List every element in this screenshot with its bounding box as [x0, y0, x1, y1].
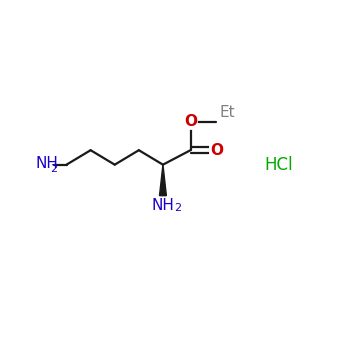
Text: Et: Et [220, 105, 236, 120]
Text: NH: NH [152, 198, 174, 214]
Text: O: O [184, 114, 197, 129]
Text: 2: 2 [174, 203, 181, 213]
Text: 2: 2 [50, 164, 57, 174]
Text: O: O [210, 143, 223, 158]
Polygon shape [160, 164, 166, 196]
Text: NH: NH [35, 156, 58, 172]
Text: HCl: HCl [264, 156, 293, 174]
